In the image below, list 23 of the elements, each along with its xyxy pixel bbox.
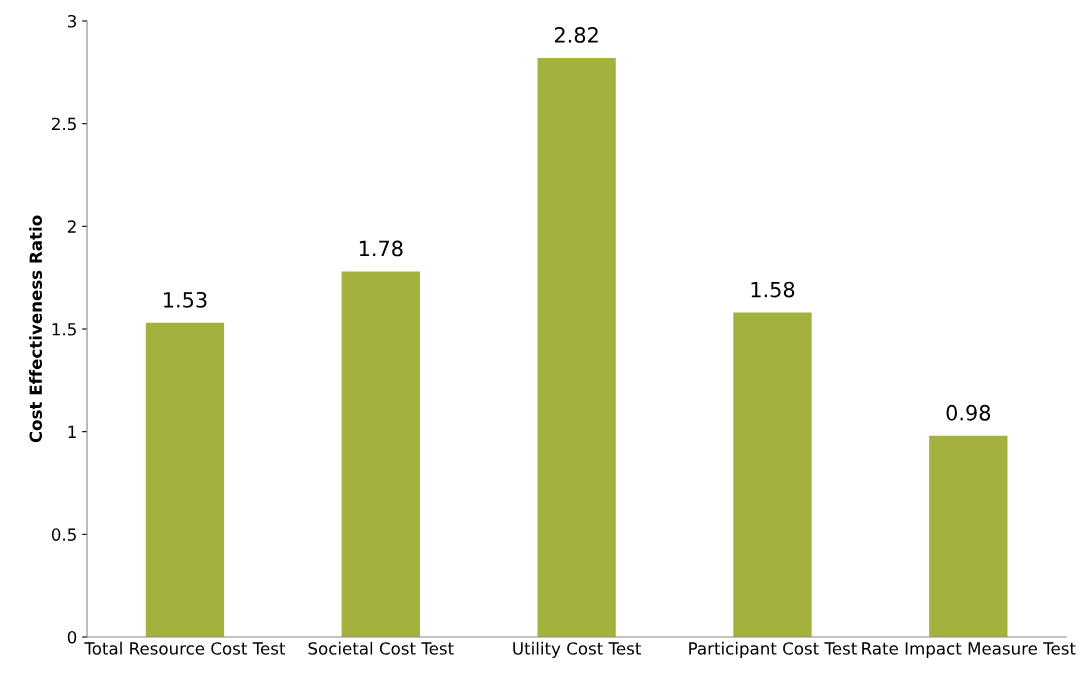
y-tick-label: 2.5 [52, 117, 76, 131]
x-tick-label: Participant Cost Test [689, 641, 857, 658]
bar [537, 57, 616, 637]
x-tick-label: Total Resource Cost Test [84, 641, 286, 655]
y-tick-label: 0.5 [51, 528, 76, 541]
y-tick-label: 0 [67, 630, 77, 644]
x-tick-label: Rate Impact Measure Test [862, 642, 1076, 658]
x-tick-label: Societal Cost Test [308, 641, 454, 655]
bar [145, 322, 225, 637]
data-label: 1.58 [751, 281, 795, 298]
y-tick-label: 2 [67, 220, 76, 233]
y-axis-title: Cost Effectiveness Ratio [29, 215, 43, 443]
data-label: 1.78 [359, 240, 403, 257]
y-tick-label: 3 [67, 14, 76, 28]
y-tick-label: 1 [68, 425, 76, 438]
data-label: 0.98 [946, 404, 991, 421]
bar [341, 271, 420, 637]
bar [733, 312, 812, 637]
x-tick-label: Utility Cost Test [513, 641, 641, 658]
data-label: 2.82 [554, 27, 598, 43]
bar [929, 435, 1008, 637]
data-label: 1.53 [164, 291, 207, 308]
y-tick-label: 1.5 [52, 323, 76, 336]
